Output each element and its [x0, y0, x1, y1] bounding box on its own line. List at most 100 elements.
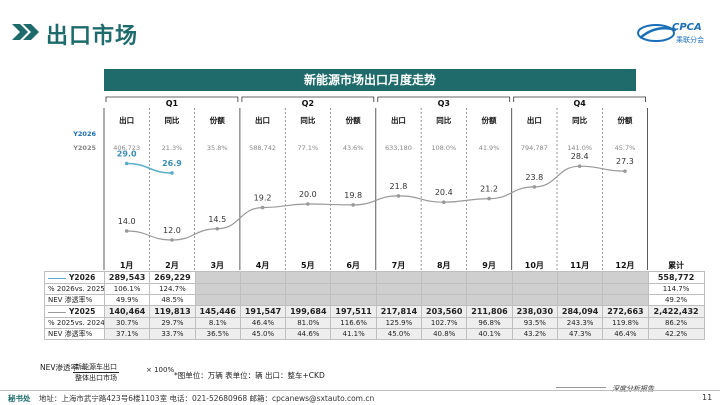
table-total-cell: 49.2%	[647, 294, 705, 306]
table-cell	[330, 294, 377, 306]
table-cell: 96.8%	[466, 317, 513, 329]
table-cell	[421, 271, 468, 284]
row-label: % 2026vs. 2025	[44, 283, 105, 295]
table-row: Y2025 140,464 119,813 145,446 191,547 199,684…	[44, 305, 705, 318]
quarter-col-header: 同比	[436, 115, 451, 125]
month-tick-label: 11月	[570, 261, 589, 270]
table-cell	[375, 271, 423, 284]
table-month-spacer	[557, 259, 602, 272]
data-label: 23.8	[525, 173, 543, 182]
table-cell: 43.2%	[511, 328, 558, 340]
row-label-text: % 2026vs. 2025	[48, 285, 105, 293]
table-month-spacer	[331, 259, 376, 272]
formula-multiplier: × 100%	[146, 366, 175, 374]
month-tick-label: 4月	[256, 261, 270, 270]
quarter-col-header: 同比	[300, 115, 315, 125]
export-data-table: 累计 Y2026 289,543 269,229 558,772% 2026vs. 20…	[44, 259, 705, 340]
table-cell: 33.7%	[149, 328, 196, 340]
table-month-spacer	[467, 259, 512, 272]
table-cell	[556, 294, 604, 306]
table-cell: 203,560	[421, 305, 468, 318]
table-cell	[375, 294, 423, 306]
table-cell: 272,663	[602, 305, 649, 318]
page-title: 出口市场	[46, 24, 139, 49]
month-tick-label: 7月	[392, 261, 406, 270]
table-cell: 145,446	[194, 305, 241, 318]
table-month-spacer	[286, 259, 331, 272]
quarter-col-header: 出口	[119, 115, 134, 125]
table-cell: 46.4%	[239, 317, 287, 329]
series-point	[351, 203, 355, 207]
report-label: 深度分析报告	[612, 385, 654, 393]
series-point	[532, 185, 537, 189]
quarter-col-header: 出口	[391, 115, 406, 125]
quarter-col-header: 出口	[527, 115, 542, 125]
table-cell	[556, 283, 604, 295]
row-label-text: Y2025	[69, 307, 96, 316]
table-cell	[285, 271, 332, 284]
quarter-col-header: 出口	[255, 115, 270, 125]
nev-formula-label: NEV渗透率 =	[40, 363, 87, 372]
table-cell	[556, 271, 604, 284]
month-tick-label: 10月	[525, 261, 544, 270]
table-cell: 8.1%	[194, 317, 241, 329]
table-row: Y2026 289,543 269,229 558,772	[44, 271, 705, 284]
formula-denominator: 整体出口市场	[75, 374, 117, 382]
quarter-label: Q4	[573, 99, 586, 108]
quarter-bracket	[513, 96, 646, 102]
row-label: Y2025	[44, 305, 105, 318]
month-tick-label: 12月	[615, 261, 634, 270]
table-cell: 41.1%	[330, 328, 377, 340]
month-tick-label: 5月	[301, 261, 315, 270]
table-header-row: 累计	[45, 259, 705, 272]
series-point	[306, 202, 310, 206]
table-cell	[194, 271, 241, 284]
table-cell: 30.7%	[103, 317, 151, 329]
table-cell: 49.9%	[103, 294, 151, 306]
table-cell: 199,684	[285, 305, 332, 318]
table-cell: 46.4%	[602, 328, 649, 340]
quarter-label: Q3	[438, 99, 450, 108]
table-cell: 217,814	[375, 305, 423, 318]
table-cell: 36.5%	[194, 328, 241, 340]
month-tick-label: 9月	[482, 261, 496, 270]
double-chevron-icon	[12, 24, 39, 40]
table-cell	[511, 283, 558, 295]
table-cell: 81.0%	[285, 317, 332, 329]
table-cell	[194, 283, 241, 295]
series-point	[170, 238, 174, 242]
total-header: 累计	[668, 260, 685, 270]
data-label: 29.0	[117, 150, 137, 159]
units-note: *图单位：万辆 表单位：辆 出口：整车+CKD	[174, 371, 325, 380]
series-point	[487, 196, 491, 201]
quarter-value: 406,723	[113, 144, 140, 152]
logo-text: CPCA	[672, 22, 702, 33]
table-cell: 289,543	[103, 271, 151, 284]
month-tick-label: 6月	[346, 261, 360, 270]
page-header: 出口市场 CPCA 乘联分会	[0, 0, 720, 64]
table-total-cell: 42.2%	[647, 328, 705, 340]
series-point	[577, 164, 582, 168]
table-cell: 140,464	[103, 305, 151, 318]
table-cell	[466, 294, 513, 306]
table-cell: 37.1%	[103, 328, 151, 340]
table-cell: 211,806	[466, 305, 513, 318]
table-cell: 191,547	[239, 305, 287, 318]
table-cell: 106.1%	[103, 283, 151, 295]
page-number: 11	[702, 393, 713, 402]
quarter-col-header: 份额	[210, 115, 225, 125]
table-cell	[239, 271, 287, 284]
legend-line-icon	[48, 277, 66, 279]
month-tick-label: 8月	[437, 261, 451, 270]
table-cell	[421, 283, 468, 295]
table-cell: 119.8%	[602, 317, 649, 329]
table-cell: 102.7%	[421, 317, 468, 329]
table-month-spacer	[240, 259, 285, 272]
cpca-logo-icon	[637, 24, 677, 42]
quarter-value: 141.0%	[567, 144, 592, 152]
table-total-cell: 86.2%	[647, 317, 705, 329]
table-corner	[45, 259, 105, 272]
row-label-text: Y2026	[69, 273, 96, 282]
quarter-bracket	[105, 96, 239, 102]
